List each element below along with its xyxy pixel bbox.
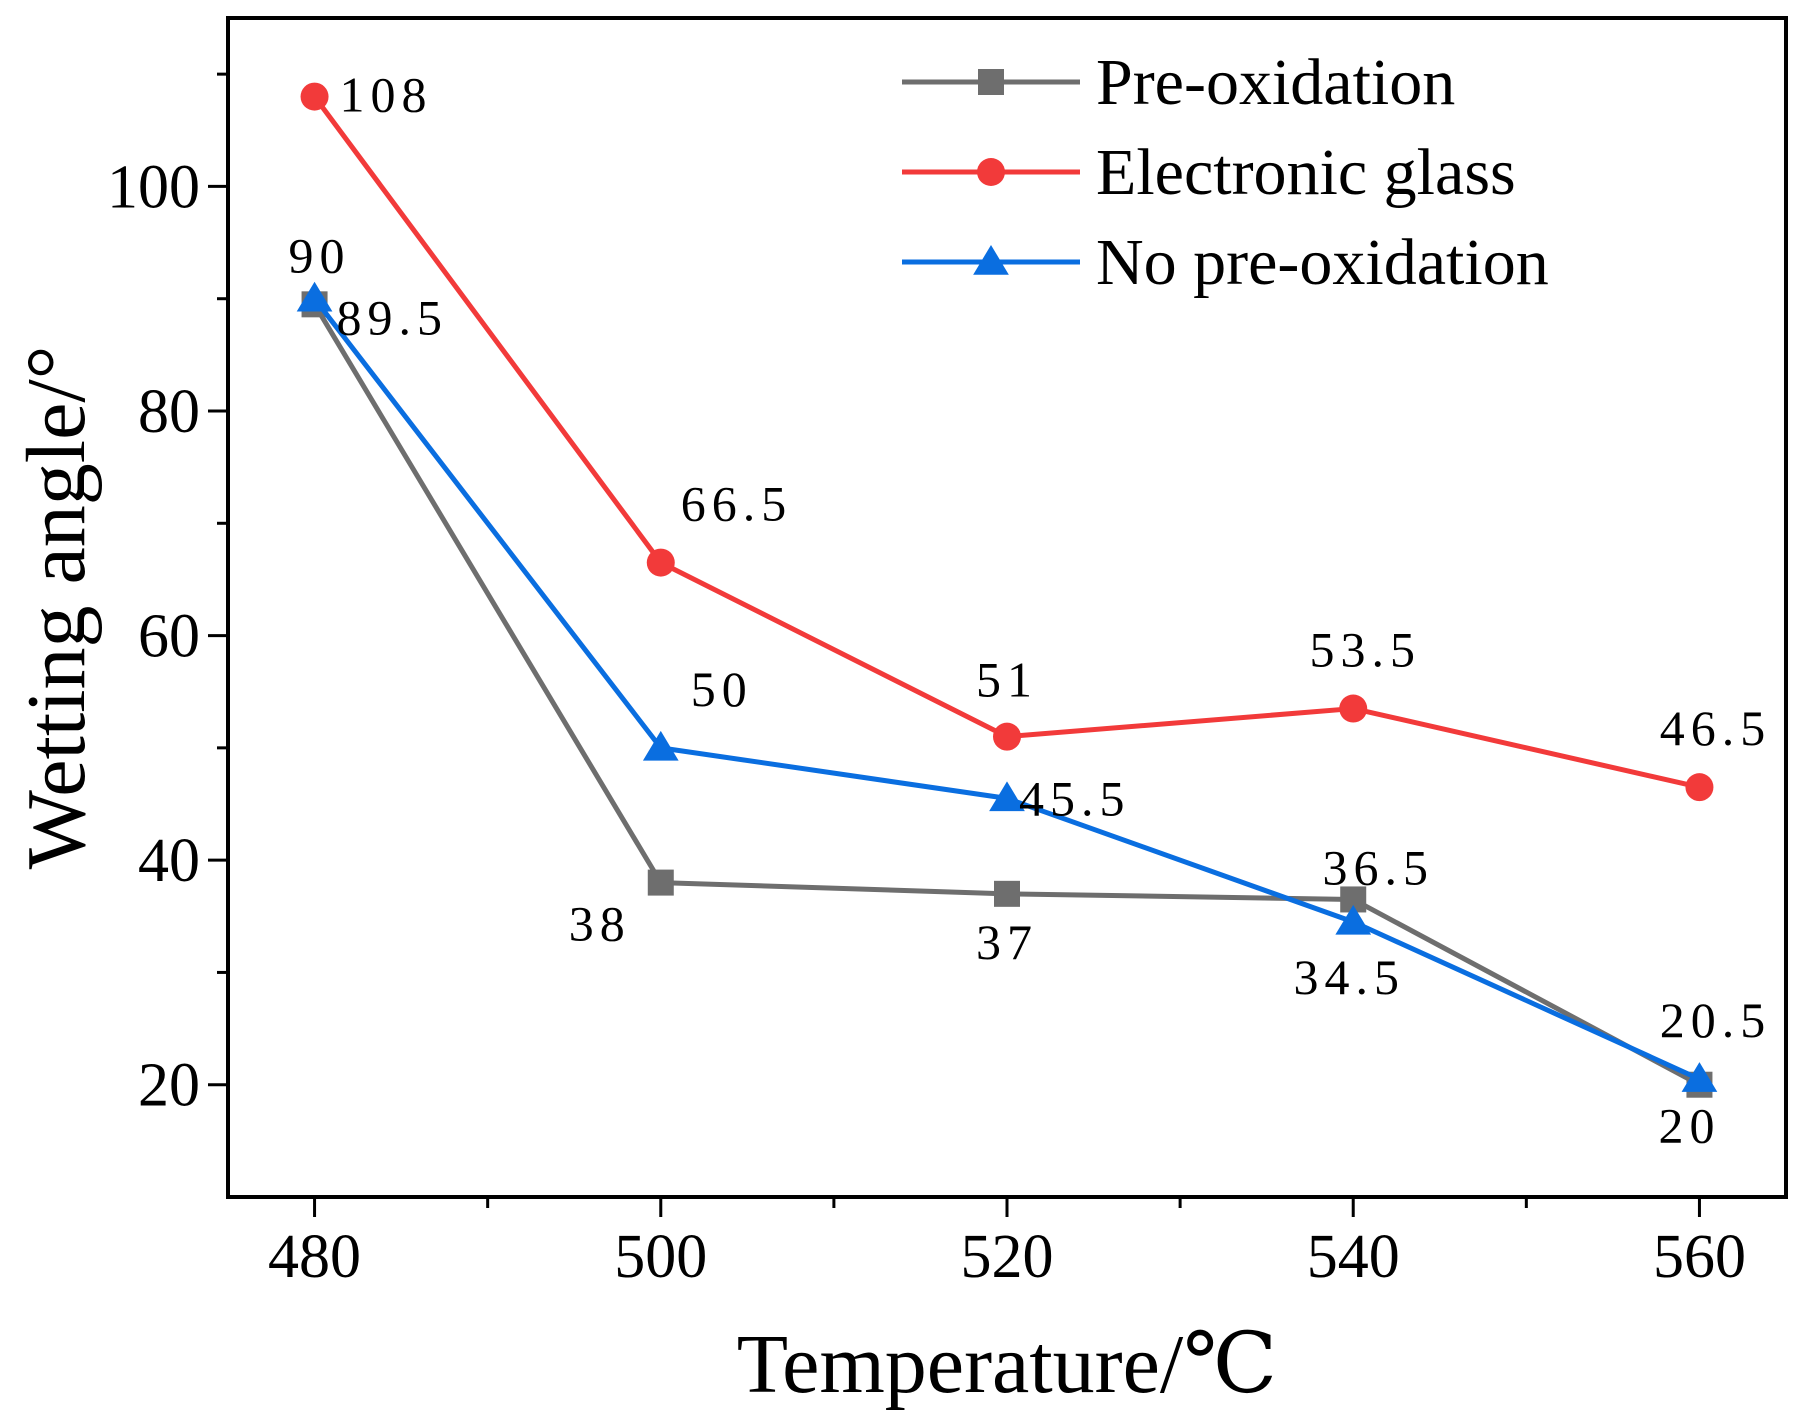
data-point-no-pre-oxidation (296, 281, 333, 312)
data-label-no-pre-oxidation: 45.5 (1019, 770, 1131, 826)
data-point-electronic-glass (1339, 694, 1368, 723)
data-point-electronic-glass (300, 82, 329, 111)
data-point-electronic-glass (993, 722, 1021, 751)
legend-item-no-pre-oxidation: No pre-oxidation (902, 226, 1549, 299)
data-point-no-pre-oxidation (1335, 904, 1372, 935)
y-tick-label: 80 (138, 378, 200, 446)
data-point-no-pre-oxidation (1681, 1062, 1718, 1092)
data-point-no-pre-oxidation (989, 781, 1025, 812)
y-tick-label: 60 (138, 603, 200, 671)
data-label-no-pre-oxidation: 50 (691, 661, 753, 717)
x-tick-label: 480 (268, 1223, 361, 1291)
legend-item-pre-oxidation: Pre-oxidation (902, 46, 1455, 119)
data-point-pre-oxidation (647, 869, 674, 896)
x-tick-label: 540 (1307, 1223, 1400, 1291)
legend: Pre-oxidation Electronic glass No pre-oxid… (902, 46, 1549, 299)
legend-label: Electronic glass (1096, 136, 1516, 209)
data-point-no-pre-oxidation (642, 730, 679, 761)
data-label-pre-oxidation: 36.5 (1322, 839, 1434, 895)
data-label-electronic-glass: 66.5 (681, 476, 793, 532)
legend-marker (978, 69, 1004, 95)
y-axis-title: Wetting angle/° (10, 346, 103, 870)
data-label-electronic-glass: 46.5 (1660, 700, 1772, 756)
data-labels: 89.5 38 37 36.5 20 108 66.5 51 53.5 46.5 90 50 45.5 3… (289, 67, 1772, 1154)
series-group (296, 82, 1718, 1098)
data-label-electronic-glass: 108 (340, 67, 433, 123)
y-tick-label: 20 (138, 1052, 200, 1120)
x-tick-label: 560 (1653, 1223, 1746, 1291)
x-axis-title: Temperature/℃ (737, 1318, 1278, 1411)
y-tick-label: 40 (138, 827, 200, 895)
data-label-pre-oxidation: 37 (976, 914, 1038, 970)
data-label-no-pre-oxidation: 34.5 (1293, 949, 1405, 1005)
legend-label: No pre-oxidation (1096, 226, 1549, 299)
data-point-electronic-glass (1685, 773, 1714, 802)
data-label-pre-oxidation: 89.5 (337, 289, 449, 345)
data-label-pre-oxidation: 20 (1658, 1098, 1720, 1154)
x-tick-label: 500 (614, 1223, 707, 1291)
legend-item-electronic-glass: Electronic glass (902, 136, 1516, 209)
data-label-electronic-glass: 51 (976, 652, 1038, 708)
data-label-no-pre-oxidation: 20.5 (1660, 992, 1772, 1048)
plot-frame (226, 16, 1788, 1199)
legend-marker (973, 245, 1009, 275)
x-tick-label: 520 (961, 1223, 1054, 1291)
series-electronic-glass (300, 82, 1714, 802)
data-label-pre-oxidation: 38 (569, 896, 631, 952)
axis-ticks: 480 500 520 540 560 20 40 60 80 100 (107, 72, 1746, 1291)
series-no-pre-oxidation (296, 281, 1718, 1092)
data-point-pre-oxidation (994, 880, 1020, 907)
data-label-no-pre-oxidation: 90 (289, 228, 351, 284)
legend-label: Pre-oxidation (1096, 46, 1455, 119)
data-point-electronic-glass (646, 548, 675, 577)
data-label-electronic-glass: 53.5 (1309, 622, 1421, 678)
y-tick-label: 100 (107, 153, 200, 221)
legend-marker (977, 158, 1005, 186)
